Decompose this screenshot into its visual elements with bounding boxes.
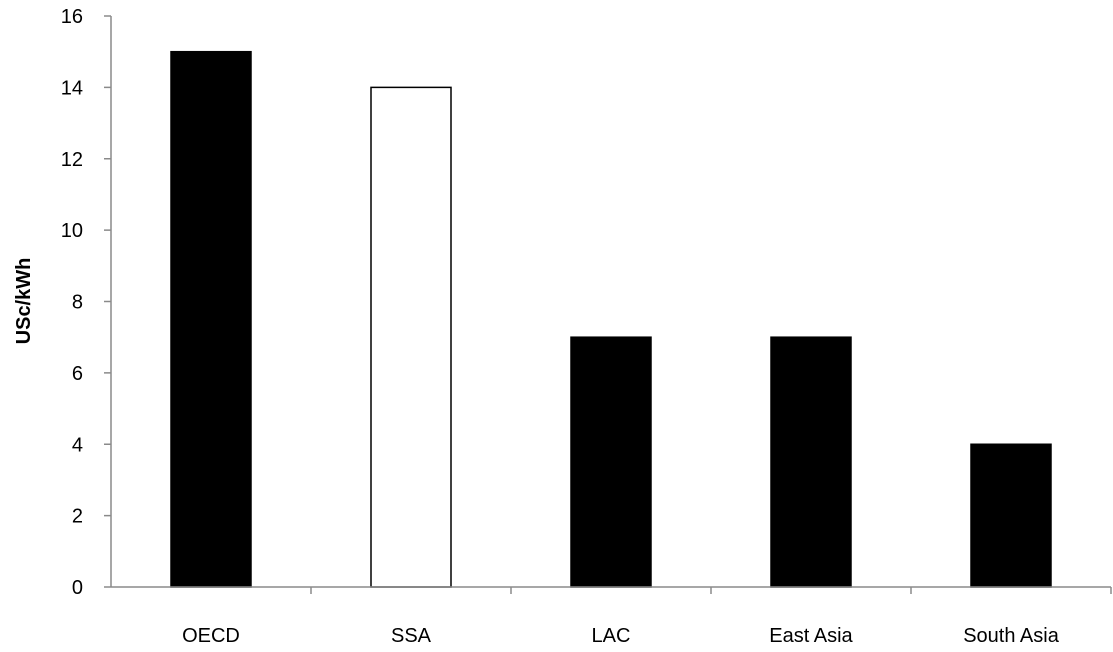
y-tick-label: 8	[72, 292, 83, 314]
y-tick-label: 14	[61, 77, 83, 99]
x-tick-label: LAC	[592, 625, 631, 647]
bar-lac	[570, 336, 652, 588]
y-tick-label: 10	[61, 220, 83, 242]
bar-oecd	[170, 50, 252, 588]
bars	[170, 50, 1052, 588]
x-tick-label: East Asia	[769, 625, 853, 647]
y-tick-label: 12	[61, 149, 83, 171]
bar-east-asia	[770, 336, 852, 588]
y-axis-ticks: 0 2 4 6 8 10 12 14 16	[61, 6, 111, 599]
x-tick-label: South Asia	[963, 625, 1060, 647]
y-tick-label: 4	[72, 434, 83, 456]
bar-ssa	[370, 86, 452, 588]
y-tick-label: 2	[72, 506, 83, 528]
x-tick-label: SSA	[391, 625, 432, 647]
bar-south-asia	[970, 443, 1052, 588]
x-tick-label: OECD	[182, 625, 240, 647]
y-tick-label: 16	[61, 6, 83, 28]
x-axis-ticks: OECD SSA LAC East Asia South Asia	[182, 587, 1112, 647]
y-tick-label: 0	[72, 577, 83, 599]
y-axis-title: USc/kWh	[13, 258, 35, 345]
y-tick-label: 6	[72, 363, 83, 385]
